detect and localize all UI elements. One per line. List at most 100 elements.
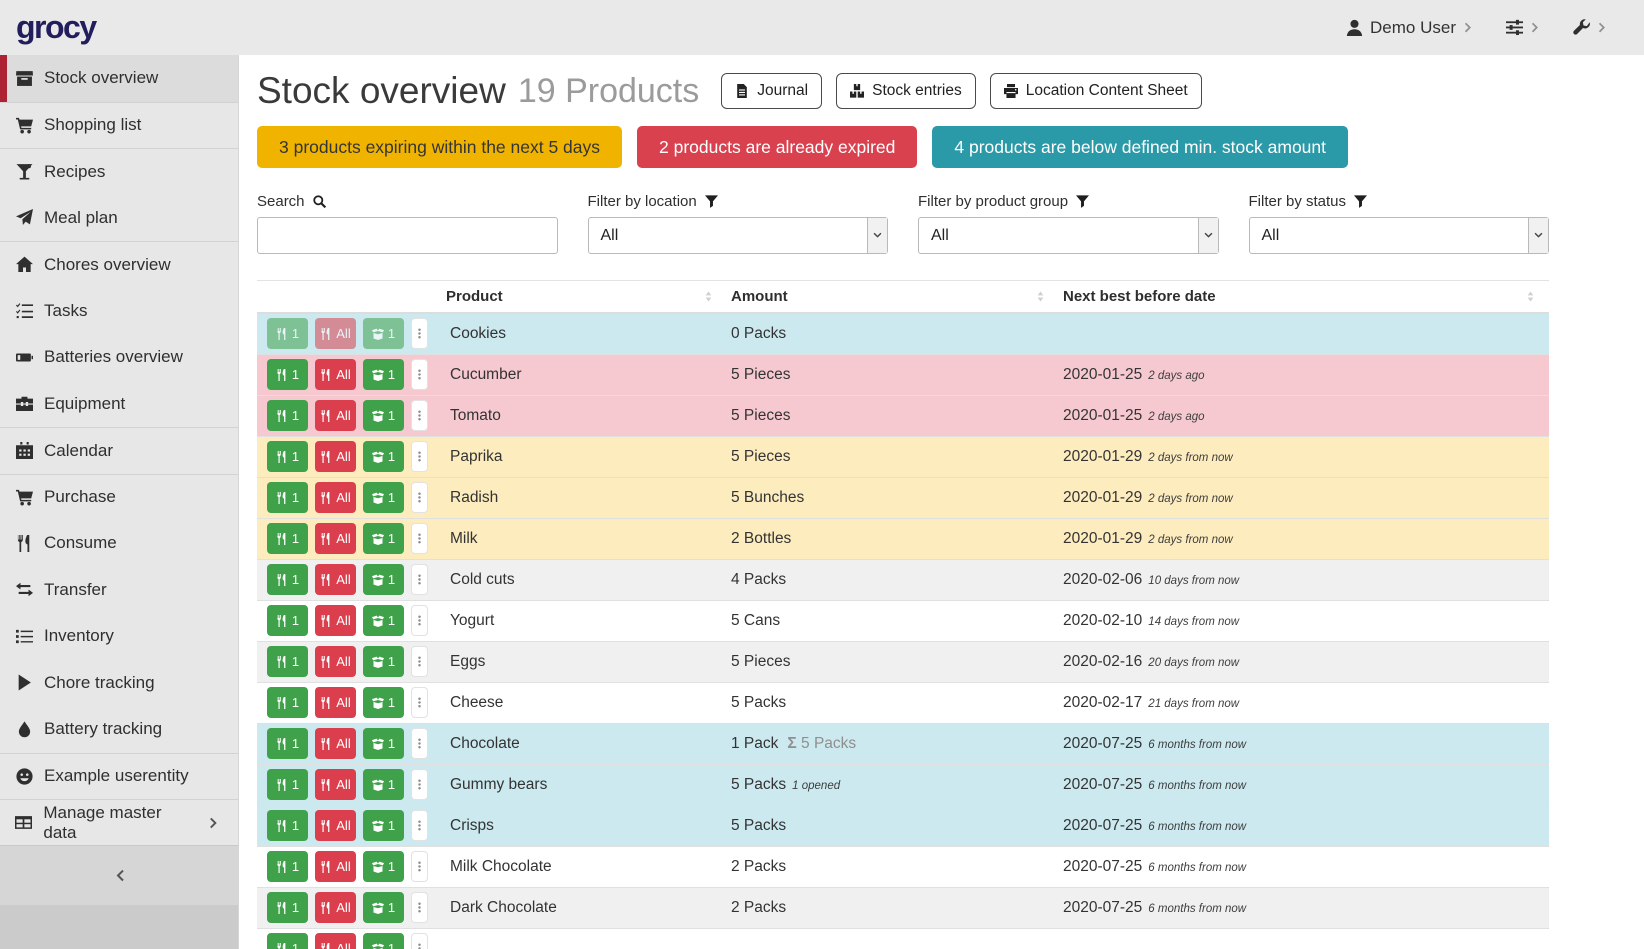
row-menu-button[interactable]: [411, 359, 428, 390]
consume-all-button[interactable]: All: [315, 769, 356, 800]
consume-all-button[interactable]: All: [315, 687, 356, 718]
consume-all-button[interactable]: All: [315, 605, 356, 636]
consume-all-button[interactable]: All: [315, 728, 356, 759]
open-one-button[interactable]: 1: [363, 851, 404, 882]
consume-all-button[interactable]: All: [315, 482, 356, 513]
sidebar-item-transfer[interactable]: Transfer: [0, 567, 238, 614]
sidebar-item-batteries-overview[interactable]: Batteries overview: [0, 334, 238, 381]
open-one-button[interactable]: 1: [363, 646, 404, 677]
sidebar-item-shopping-list[interactable]: Shopping list: [0, 101, 238, 149]
consume-one-button[interactable]: 1: [267, 933, 308, 949]
open-one-button[interactable]: 1: [363, 769, 404, 800]
consume-one-button[interactable]: 1: [267, 810, 308, 841]
search-input[interactable]: [257, 217, 558, 254]
expiring-soon-banner[interactable]: 3 products expiring within the next 5 da…: [257, 126, 623, 168]
consume-one-button[interactable]: 1: [267, 400, 308, 431]
location-content-sheet-button[interactable]: Location Content Sheet: [989, 73, 1202, 109]
admin-menu[interactable]: [1573, 19, 1608, 36]
row-menu-button[interactable]: [411, 728, 428, 759]
sidebar-item-tasks[interactable]: Tasks: [0, 288, 238, 335]
product-column-header[interactable]: Product: [442, 280, 727, 314]
consume-one-button[interactable]: 1: [267, 318, 308, 350]
row-menu-button[interactable]: [411, 851, 428, 882]
stock-entries-button[interactable]: Stock entries: [836, 73, 976, 109]
consume-all-button[interactable]: All: [315, 810, 356, 841]
row-menu-button[interactable]: [411, 441, 428, 472]
ellipsis-v-icon: [414, 943, 425, 949]
consume-all-button[interactable]: All: [315, 646, 356, 677]
consume-all-button[interactable]: All: [315, 359, 356, 390]
sidebar-item-meal-plan[interactable]: Meal plan: [0, 195, 238, 242]
sidebar-item-inventory[interactable]: Inventory: [0, 613, 238, 660]
consume-all-button[interactable]: All: [315, 441, 356, 472]
sidebar-item-chores-overview[interactable]: Chores overview: [0, 241, 238, 288]
user-menu[interactable]: Demo User: [1346, 18, 1474, 38]
open-one-button[interactable]: 1: [363, 400, 404, 431]
sidebar-item-example-userentity[interactable]: Example userentity: [0, 752, 238, 800]
product-group-filter-select[interactable]: All: [918, 217, 1219, 254]
consume-all-button[interactable]: All: [315, 564, 356, 595]
open-one-button[interactable]: 1: [363, 564, 404, 595]
row-menu-button[interactable]: [411, 687, 428, 718]
row-menu-button[interactable]: [411, 892, 428, 923]
open-one-button[interactable]: 1: [363, 523, 404, 554]
open-one-button[interactable]: 1: [363, 359, 404, 390]
row-menu-button[interactable]: [411, 318, 428, 350]
consume-one-button[interactable]: 1: [267, 441, 308, 472]
sidebar-item-battery-tracking[interactable]: Battery tracking: [0, 706, 238, 753]
consume-one-button[interactable]: 1: [267, 851, 308, 882]
row-menu-button[interactable]: [411, 400, 428, 431]
open-one-button[interactable]: 1: [363, 933, 404, 949]
row-menu-button[interactable]: [411, 646, 428, 677]
location-filter-select[interactable]: All: [587, 217, 888, 254]
consume-all-button[interactable]: All: [315, 933, 356, 949]
open-one-button[interactable]: 1: [363, 441, 404, 472]
sidebar-item-consume[interactable]: Consume: [0, 520, 238, 567]
sidebar-item-chore-tracking[interactable]: Chore tracking: [0, 660, 238, 707]
open-one-button[interactable]: 1: [363, 810, 404, 841]
below-min-stock-banner[interactable]: 4 products are below defined min. stock …: [932, 126, 1348, 168]
row-menu-button[interactable]: [411, 810, 428, 841]
sidebar-item-calendar[interactable]: Calendar: [0, 427, 238, 474]
row-menu-button[interactable]: [411, 482, 428, 513]
sidebar-item-recipes[interactable]: Recipes: [0, 148, 238, 195]
row-menu-button[interactable]: [411, 564, 428, 595]
open-one-button[interactable]: 1: [363, 892, 404, 923]
consume-one-button[interactable]: 1: [267, 646, 308, 677]
settings-menu[interactable]: [1506, 19, 1541, 36]
consume-one-button[interactable]: 1: [267, 523, 308, 554]
consume-one-button[interactable]: 1: [267, 359, 308, 390]
consume-one-button[interactable]: 1: [267, 605, 308, 636]
consume-all-button[interactable]: All: [315, 892, 356, 923]
row-menu-button[interactable]: [411, 523, 428, 554]
open-one-button[interactable]: 1: [363, 605, 404, 636]
sidebar-collapse-button[interactable]: [0, 845, 238, 905]
consume-one-button[interactable]: 1: [267, 892, 308, 923]
open-one-button[interactable]: 1: [363, 318, 404, 350]
row-menu-button[interactable]: [411, 769, 428, 800]
amount-column-header[interactable]: Amount: [727, 280, 1059, 314]
sidebar-item-purchase[interactable]: Purchase: [0, 473, 238, 521]
open-one-button[interactable]: 1: [363, 482, 404, 513]
open-one-button[interactable]: 1: [363, 687, 404, 718]
row-menu-button[interactable]: [411, 605, 428, 636]
consume-all-button[interactable]: All: [315, 851, 356, 882]
consume-one-button[interactable]: 1: [267, 728, 308, 759]
consume-all-button[interactable]: All: [315, 318, 356, 350]
sidebar-item-stock-overview[interactable]: Stock overview: [0, 55, 238, 102]
consume-one-button[interactable]: 1: [267, 687, 308, 718]
journal-button[interactable]: Journal: [721, 73, 823, 109]
sidebar-item-equipment[interactable]: Equipment: [0, 381, 238, 428]
best-before-column-header[interactable]: Next best before date: [1059, 280, 1549, 314]
status-filter-select[interactable]: All: [1248, 217, 1549, 254]
expired-banner[interactable]: 2 products are already expired: [637, 126, 918, 168]
consume-one-button[interactable]: 1: [267, 564, 308, 595]
open-one-button[interactable]: 1: [363, 728, 404, 759]
app-logo[interactable]: grocy: [16, 9, 97, 45]
row-menu-button[interactable]: [411, 933, 428, 949]
consume-all-button[interactable]: All: [315, 523, 356, 554]
consume-all-button[interactable]: All: [315, 400, 356, 431]
consume-one-button[interactable]: 1: [267, 769, 308, 800]
sidebar-item-manage-master-data[interactable]: Manage master data: [0, 799, 238, 846]
consume-one-button[interactable]: 1: [267, 482, 308, 513]
